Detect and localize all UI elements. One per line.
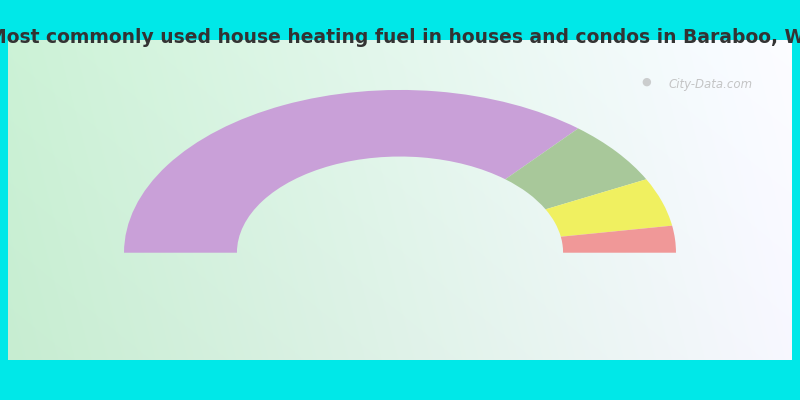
Text: City-Data.com: City-Data.com [669,78,753,91]
Wedge shape [506,128,646,209]
Wedge shape [546,179,672,237]
Wedge shape [561,226,676,253]
Text: ●: ● [641,77,651,87]
Wedge shape [124,90,578,253]
Text: Most commonly used house heating fuel in houses and condos in Baraboo, WI: Most commonly used house heating fuel in… [0,28,800,47]
